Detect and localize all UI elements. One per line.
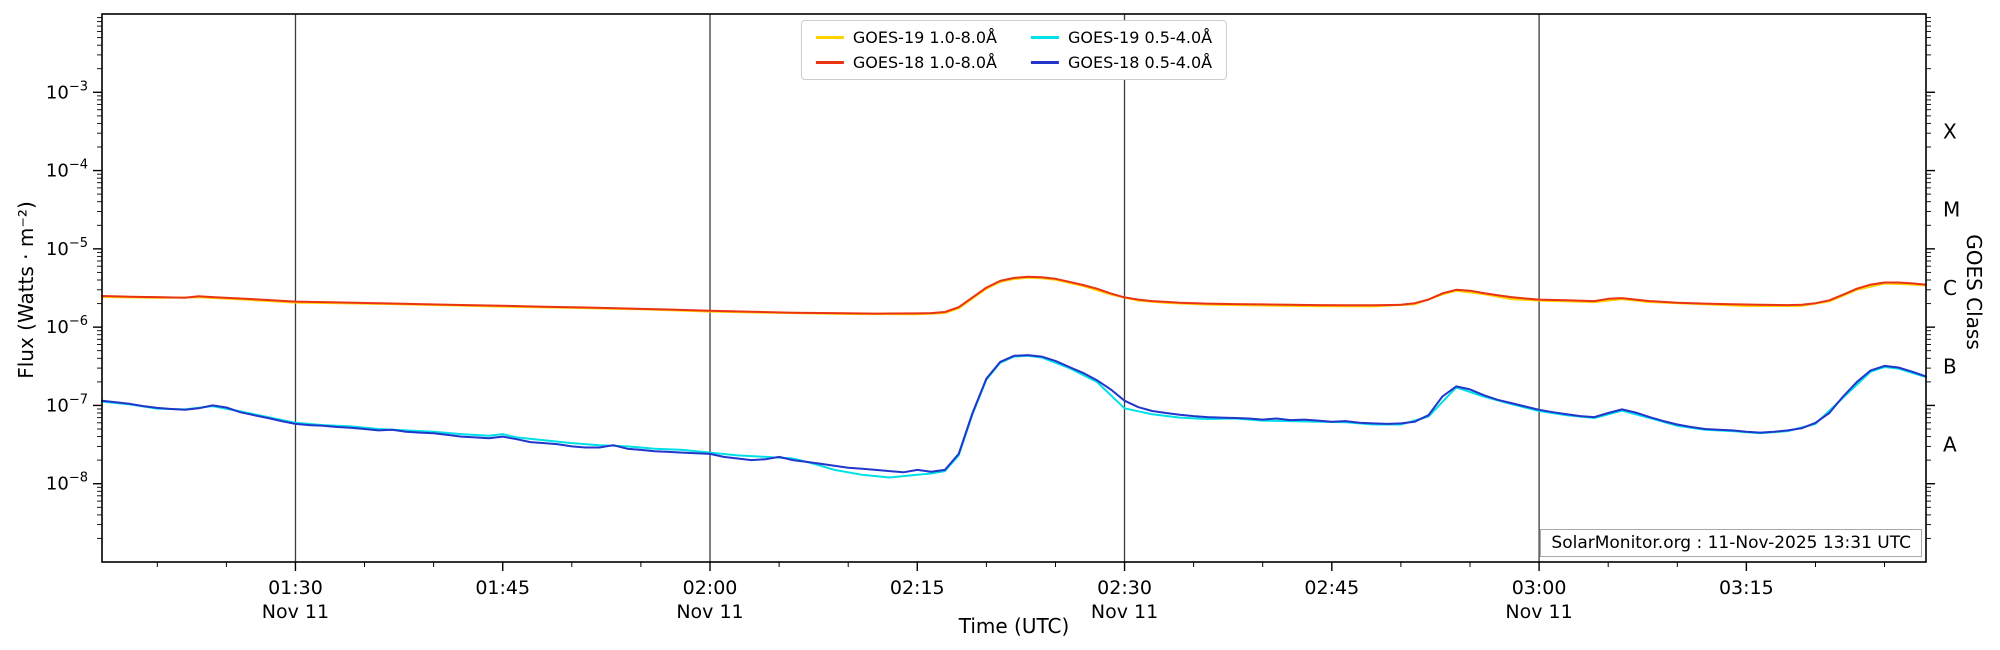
x-day-label: Nov 11 bbox=[262, 601, 329, 623]
plot-border bbox=[101, 13, 1927, 563]
series-line-0 bbox=[101, 276, 1927, 316]
series-line-2 bbox=[101, 354, 1927, 479]
goes-class-label-A: A bbox=[1943, 433, 1957, 457]
right-axis-title: GOES Class bbox=[1962, 234, 1986, 350]
x-tick-label: 01:30 bbox=[268, 577, 323, 599]
series-line-3 bbox=[101, 354, 1927, 474]
y-axis-title: Flux (Watts · m⁻²) bbox=[14, 201, 38, 379]
goes-class-label-B: B bbox=[1943, 354, 1957, 378]
y-tick-label: 10−6 bbox=[46, 314, 88, 338]
series-line-1 bbox=[101, 275, 1927, 315]
x-day-label: Nov 11 bbox=[1505, 601, 1572, 623]
y-tick-label: 10−8 bbox=[46, 471, 88, 495]
y-tick-label: 10−4 bbox=[46, 158, 88, 182]
watermark: SolarMonitor.org : 11-Nov-2025 13:31 UTC bbox=[1540, 529, 1922, 557]
y-tick-label: 10−3 bbox=[46, 79, 88, 103]
x-tick-label: 02:15 bbox=[890, 577, 945, 599]
y-tick-label: 10−5 bbox=[46, 236, 88, 260]
x-day-label: Nov 11 bbox=[1091, 601, 1158, 623]
x-tick-label: 03:15 bbox=[1719, 577, 1774, 599]
x-tick-label: 02:45 bbox=[1304, 577, 1359, 599]
y-tick-label: 10−7 bbox=[46, 392, 88, 416]
x-axis-title: Time (UTC) bbox=[958, 614, 1070, 638]
legend-label-goes19-long: GOES-19 1.0-8.0Å bbox=[852, 28, 997, 47]
x-tick-label: 03:00 bbox=[1512, 577, 1567, 599]
x-tick-label: 02:30 bbox=[1097, 577, 1152, 599]
legend-entry-goes19-long: GOES-19 1.0-8.0Å bbox=[815, 28, 997, 47]
legend-swatch-goes19-long bbox=[815, 36, 844, 39]
goes-class-label-C: C bbox=[1943, 276, 1957, 300]
legend-swatch-goes18-long bbox=[815, 61, 844, 64]
legend: GOES-19 1.0-8.0Å GOES-18 1.0-8.0Å GOES-1… bbox=[800, 20, 1228, 80]
x-tick-label: 02:00 bbox=[683, 577, 738, 599]
x-tick-label: 01:45 bbox=[475, 577, 530, 599]
legend-label-goes18-long: GOES-18 1.0-8.0Å bbox=[852, 53, 997, 72]
legend-entry-goes18-long: GOES-18 1.0-8.0Å bbox=[815, 53, 997, 72]
legend-swatch-goes18-short bbox=[1031, 61, 1059, 64]
goes-class-label-M: M bbox=[1943, 198, 1960, 222]
legend-label-goes19-short: GOES-19 0.5-4.0Å bbox=[1068, 28, 1213, 47]
legend-entry-goes19-short: GOES-19 0.5-4.0Å bbox=[1031, 28, 1212, 47]
legend-entry-goes18-short: GOES-18 0.5-4.0Å bbox=[1031, 53, 1212, 72]
legend-swatch-goes19-short bbox=[1031, 36, 1059, 39]
legend-label-goes18-short: GOES-18 0.5-4.0Å bbox=[1068, 53, 1213, 72]
goes-class-label-X: X bbox=[1943, 119, 1957, 143]
x-day-label: Nov 11 bbox=[676, 601, 743, 623]
